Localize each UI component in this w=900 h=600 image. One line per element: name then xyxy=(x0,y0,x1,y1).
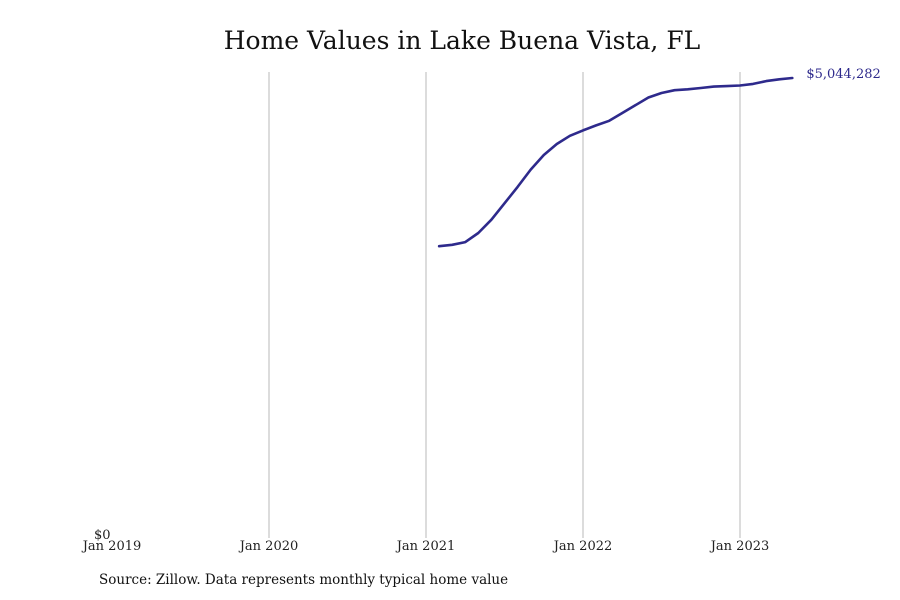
x-tick-label: Jan 2023 xyxy=(709,539,770,554)
y-tick-label-zero: $0 xyxy=(94,528,111,543)
x-tick-labels: Jan 2019 Jan 2020 Jan 2021 Jan 2022 Jan 2023 xyxy=(81,539,770,554)
x-tick-label: Jan 2019 xyxy=(81,539,142,554)
end-value-label: $5,044,282 xyxy=(806,67,880,82)
source-note: Source: Zillow. Data represents monthly … xyxy=(99,572,509,588)
x-tick-label: Jan 2020 xyxy=(238,539,299,554)
line-layer xyxy=(437,76,794,248)
home-value-line xyxy=(437,76,794,248)
grid-layer xyxy=(268,72,741,538)
x-tick-label: Jan 2021 xyxy=(395,539,456,554)
x-tick-label: Jan 2022 xyxy=(552,539,613,554)
chart-title: Home Values in Lake Buena Vista, FL xyxy=(223,26,701,55)
